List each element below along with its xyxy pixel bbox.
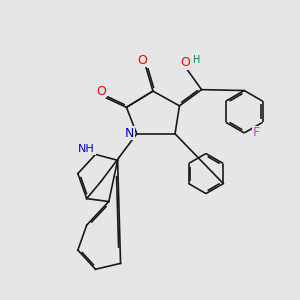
Text: N: N [125,127,134,140]
Text: NH: NH [78,144,95,154]
Text: H: H [193,55,200,64]
Text: O: O [137,54,147,67]
Text: O: O [96,85,106,98]
Text: F: F [253,126,260,140]
Text: O: O [180,56,190,69]
